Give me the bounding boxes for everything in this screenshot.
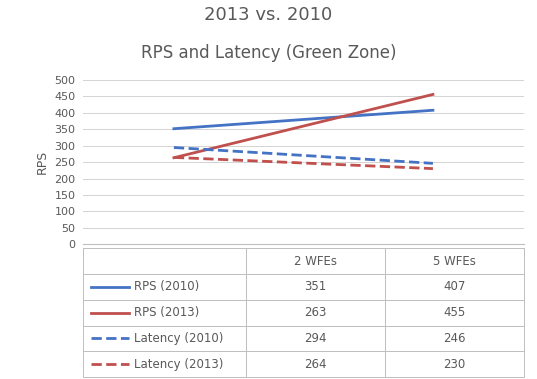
Text: Latency (2010): Latency (2010) (134, 332, 223, 345)
Text: RPS (2013): RPS (2013) (134, 306, 199, 319)
Text: 2 WFEs: 2 WFEs (294, 255, 337, 268)
Text: 407: 407 (443, 280, 466, 293)
Text: 230: 230 (443, 358, 466, 371)
Text: RPS and Latency (Green Zone): RPS and Latency (Green Zone) (141, 44, 396, 61)
Text: 294: 294 (304, 332, 326, 345)
Text: 455: 455 (443, 306, 466, 319)
Text: Latency (2013): Latency (2013) (134, 358, 223, 371)
Text: 5 WFEs: 5 WFEs (433, 255, 476, 268)
Text: 264: 264 (304, 358, 326, 371)
Y-axis label: RPS: RPS (36, 150, 49, 174)
Text: 2013 vs. 2010: 2013 vs. 2010 (205, 6, 332, 23)
Text: 246: 246 (443, 332, 466, 345)
Text: 263: 263 (304, 306, 326, 319)
Text: RPS (2010): RPS (2010) (134, 280, 199, 293)
Text: 351: 351 (304, 280, 326, 293)
